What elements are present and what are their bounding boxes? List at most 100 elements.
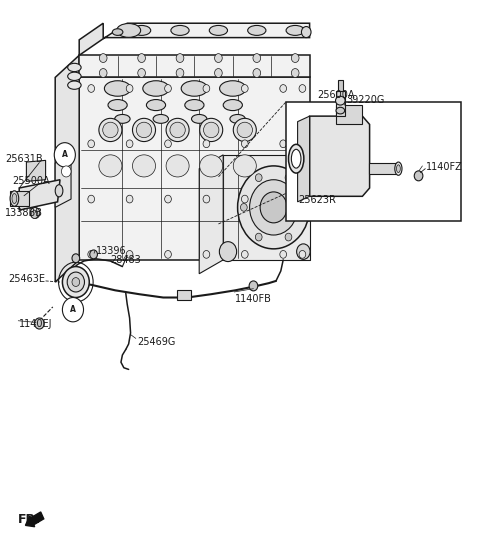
Text: 1140EJ: 1140EJ — [19, 319, 53, 328]
Ellipse shape — [336, 96, 345, 105]
Text: 25469G: 25469G — [137, 337, 175, 347]
Circle shape — [253, 69, 261, 77]
Ellipse shape — [132, 155, 156, 177]
Circle shape — [88, 195, 95, 203]
Circle shape — [203, 140, 210, 148]
Ellipse shape — [143, 81, 169, 96]
Ellipse shape — [132, 118, 156, 142]
Circle shape — [219, 242, 237, 262]
Circle shape — [138, 54, 145, 62]
Ellipse shape — [170, 122, 185, 138]
Circle shape — [297, 158, 310, 174]
Circle shape — [126, 140, 133, 148]
Ellipse shape — [223, 100, 242, 111]
Ellipse shape — [336, 107, 345, 114]
Ellipse shape — [181, 81, 207, 96]
Ellipse shape — [219, 81, 246, 96]
Circle shape — [126, 195, 133, 203]
Polygon shape — [177, 290, 191, 300]
Circle shape — [255, 233, 262, 241]
Polygon shape — [336, 105, 362, 124]
Circle shape — [176, 69, 184, 77]
Ellipse shape — [286, 25, 304, 35]
Polygon shape — [10, 191, 29, 206]
Text: A: A — [70, 305, 76, 314]
Circle shape — [88, 85, 95, 92]
Ellipse shape — [112, 29, 123, 35]
Polygon shape — [298, 116, 310, 202]
Circle shape — [165, 251, 171, 258]
Circle shape — [241, 140, 248, 148]
Circle shape — [215, 69, 222, 77]
Circle shape — [291, 54, 299, 62]
Polygon shape — [199, 155, 223, 274]
Polygon shape — [223, 155, 310, 260]
Polygon shape — [79, 77, 310, 260]
Polygon shape — [310, 116, 370, 196]
Circle shape — [253, 54, 261, 62]
Circle shape — [99, 69, 107, 77]
Circle shape — [61, 166, 71, 177]
Ellipse shape — [136, 122, 152, 138]
Circle shape — [31, 211, 38, 218]
Text: A: A — [62, 150, 68, 159]
Ellipse shape — [153, 114, 168, 123]
Circle shape — [280, 140, 287, 148]
Text: 13396: 13396 — [96, 246, 127, 255]
Ellipse shape — [288, 144, 304, 173]
Circle shape — [90, 250, 97, 259]
Circle shape — [72, 254, 80, 263]
Circle shape — [176, 54, 184, 62]
Text: FR.: FR. — [18, 513, 41, 526]
Circle shape — [249, 281, 258, 291]
Circle shape — [203, 195, 210, 203]
Circle shape — [299, 140, 306, 148]
Circle shape — [250, 180, 298, 235]
Text: 25623R: 25623R — [299, 195, 336, 205]
Ellipse shape — [115, 114, 130, 123]
Ellipse shape — [209, 25, 228, 35]
Text: 28483: 28483 — [110, 255, 141, 265]
Ellipse shape — [108, 100, 127, 111]
Circle shape — [67, 272, 84, 292]
Polygon shape — [55, 155, 71, 207]
Bar — [286, 102, 461, 221]
Ellipse shape — [291, 149, 301, 168]
Circle shape — [255, 174, 262, 181]
Circle shape — [215, 54, 222, 62]
Circle shape — [88, 140, 95, 148]
Circle shape — [240, 204, 247, 211]
Circle shape — [280, 195, 287, 203]
Ellipse shape — [68, 64, 81, 72]
Ellipse shape — [103, 122, 118, 138]
Circle shape — [165, 195, 171, 203]
Polygon shape — [26, 160, 46, 181]
Ellipse shape — [171, 25, 189, 35]
Ellipse shape — [12, 194, 17, 204]
Ellipse shape — [233, 118, 256, 142]
Text: 39220G: 39220G — [347, 95, 385, 105]
Polygon shape — [55, 55, 79, 282]
Ellipse shape — [166, 155, 189, 177]
Circle shape — [297, 244, 310, 259]
Ellipse shape — [117, 24, 141, 38]
Text: 25600A: 25600A — [317, 90, 354, 100]
Circle shape — [88, 251, 95, 258]
Circle shape — [280, 85, 287, 92]
Polygon shape — [338, 80, 343, 91]
Circle shape — [72, 278, 80, 286]
Text: 1140FZ: 1140FZ — [426, 162, 463, 172]
Circle shape — [99, 54, 107, 62]
Circle shape — [126, 85, 133, 92]
Circle shape — [238, 166, 310, 249]
Text: 25500A: 25500A — [12, 176, 49, 186]
Ellipse shape — [200, 118, 223, 142]
Circle shape — [291, 69, 299, 77]
Ellipse shape — [99, 155, 122, 177]
Circle shape — [30, 207, 40, 218]
Circle shape — [241, 85, 248, 92]
Ellipse shape — [99, 118, 122, 142]
Polygon shape — [336, 91, 345, 116]
Ellipse shape — [248, 25, 266, 35]
Polygon shape — [369, 163, 398, 174]
